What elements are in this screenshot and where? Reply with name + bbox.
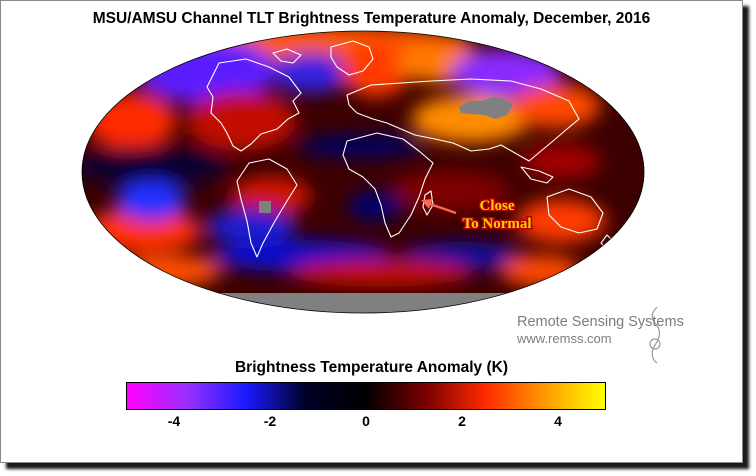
globe-outline	[81, 30, 645, 314]
figure-frame: MSU/AMSU Channel TLT Brightness Temperat…	[0, 0, 743, 463]
credit-name: Remote Sensing Systems	[517, 314, 684, 330]
colorbar-title: Brightness Temperature Anomaly (K)	[234, 359, 509, 376]
rss-logo-icon	[649, 306, 661, 364]
anomaly-field	[82, 31, 644, 313]
colorbar-tick-label: 2	[458, 413, 466, 429]
coastlines	[206, 40, 614, 258]
credit-url: www.remss.com	[517, 331, 612, 346]
colorbar-tick-label: -2	[263, 413, 277, 429]
colorbar	[126, 382, 606, 410]
colorbar-tick-label: 4	[554, 413, 562, 429]
annotation-text-line2: To Normal	[462, 216, 531, 232]
no-data-patch	[459, 97, 513, 119]
anomaly-map: Close To Normal	[81, 30, 661, 364]
annotation-text-line1: Close	[480, 198, 515, 214]
colorbar-tick-label: 0	[362, 413, 370, 429]
no-data-patch	[259, 201, 271, 213]
colorbar-tick-label: -4	[167, 413, 181, 429]
map-title: MSU/AMSU Channel TLT Brightness Temperat…	[92, 10, 651, 27]
annotation-arrow	[421, 199, 457, 215]
